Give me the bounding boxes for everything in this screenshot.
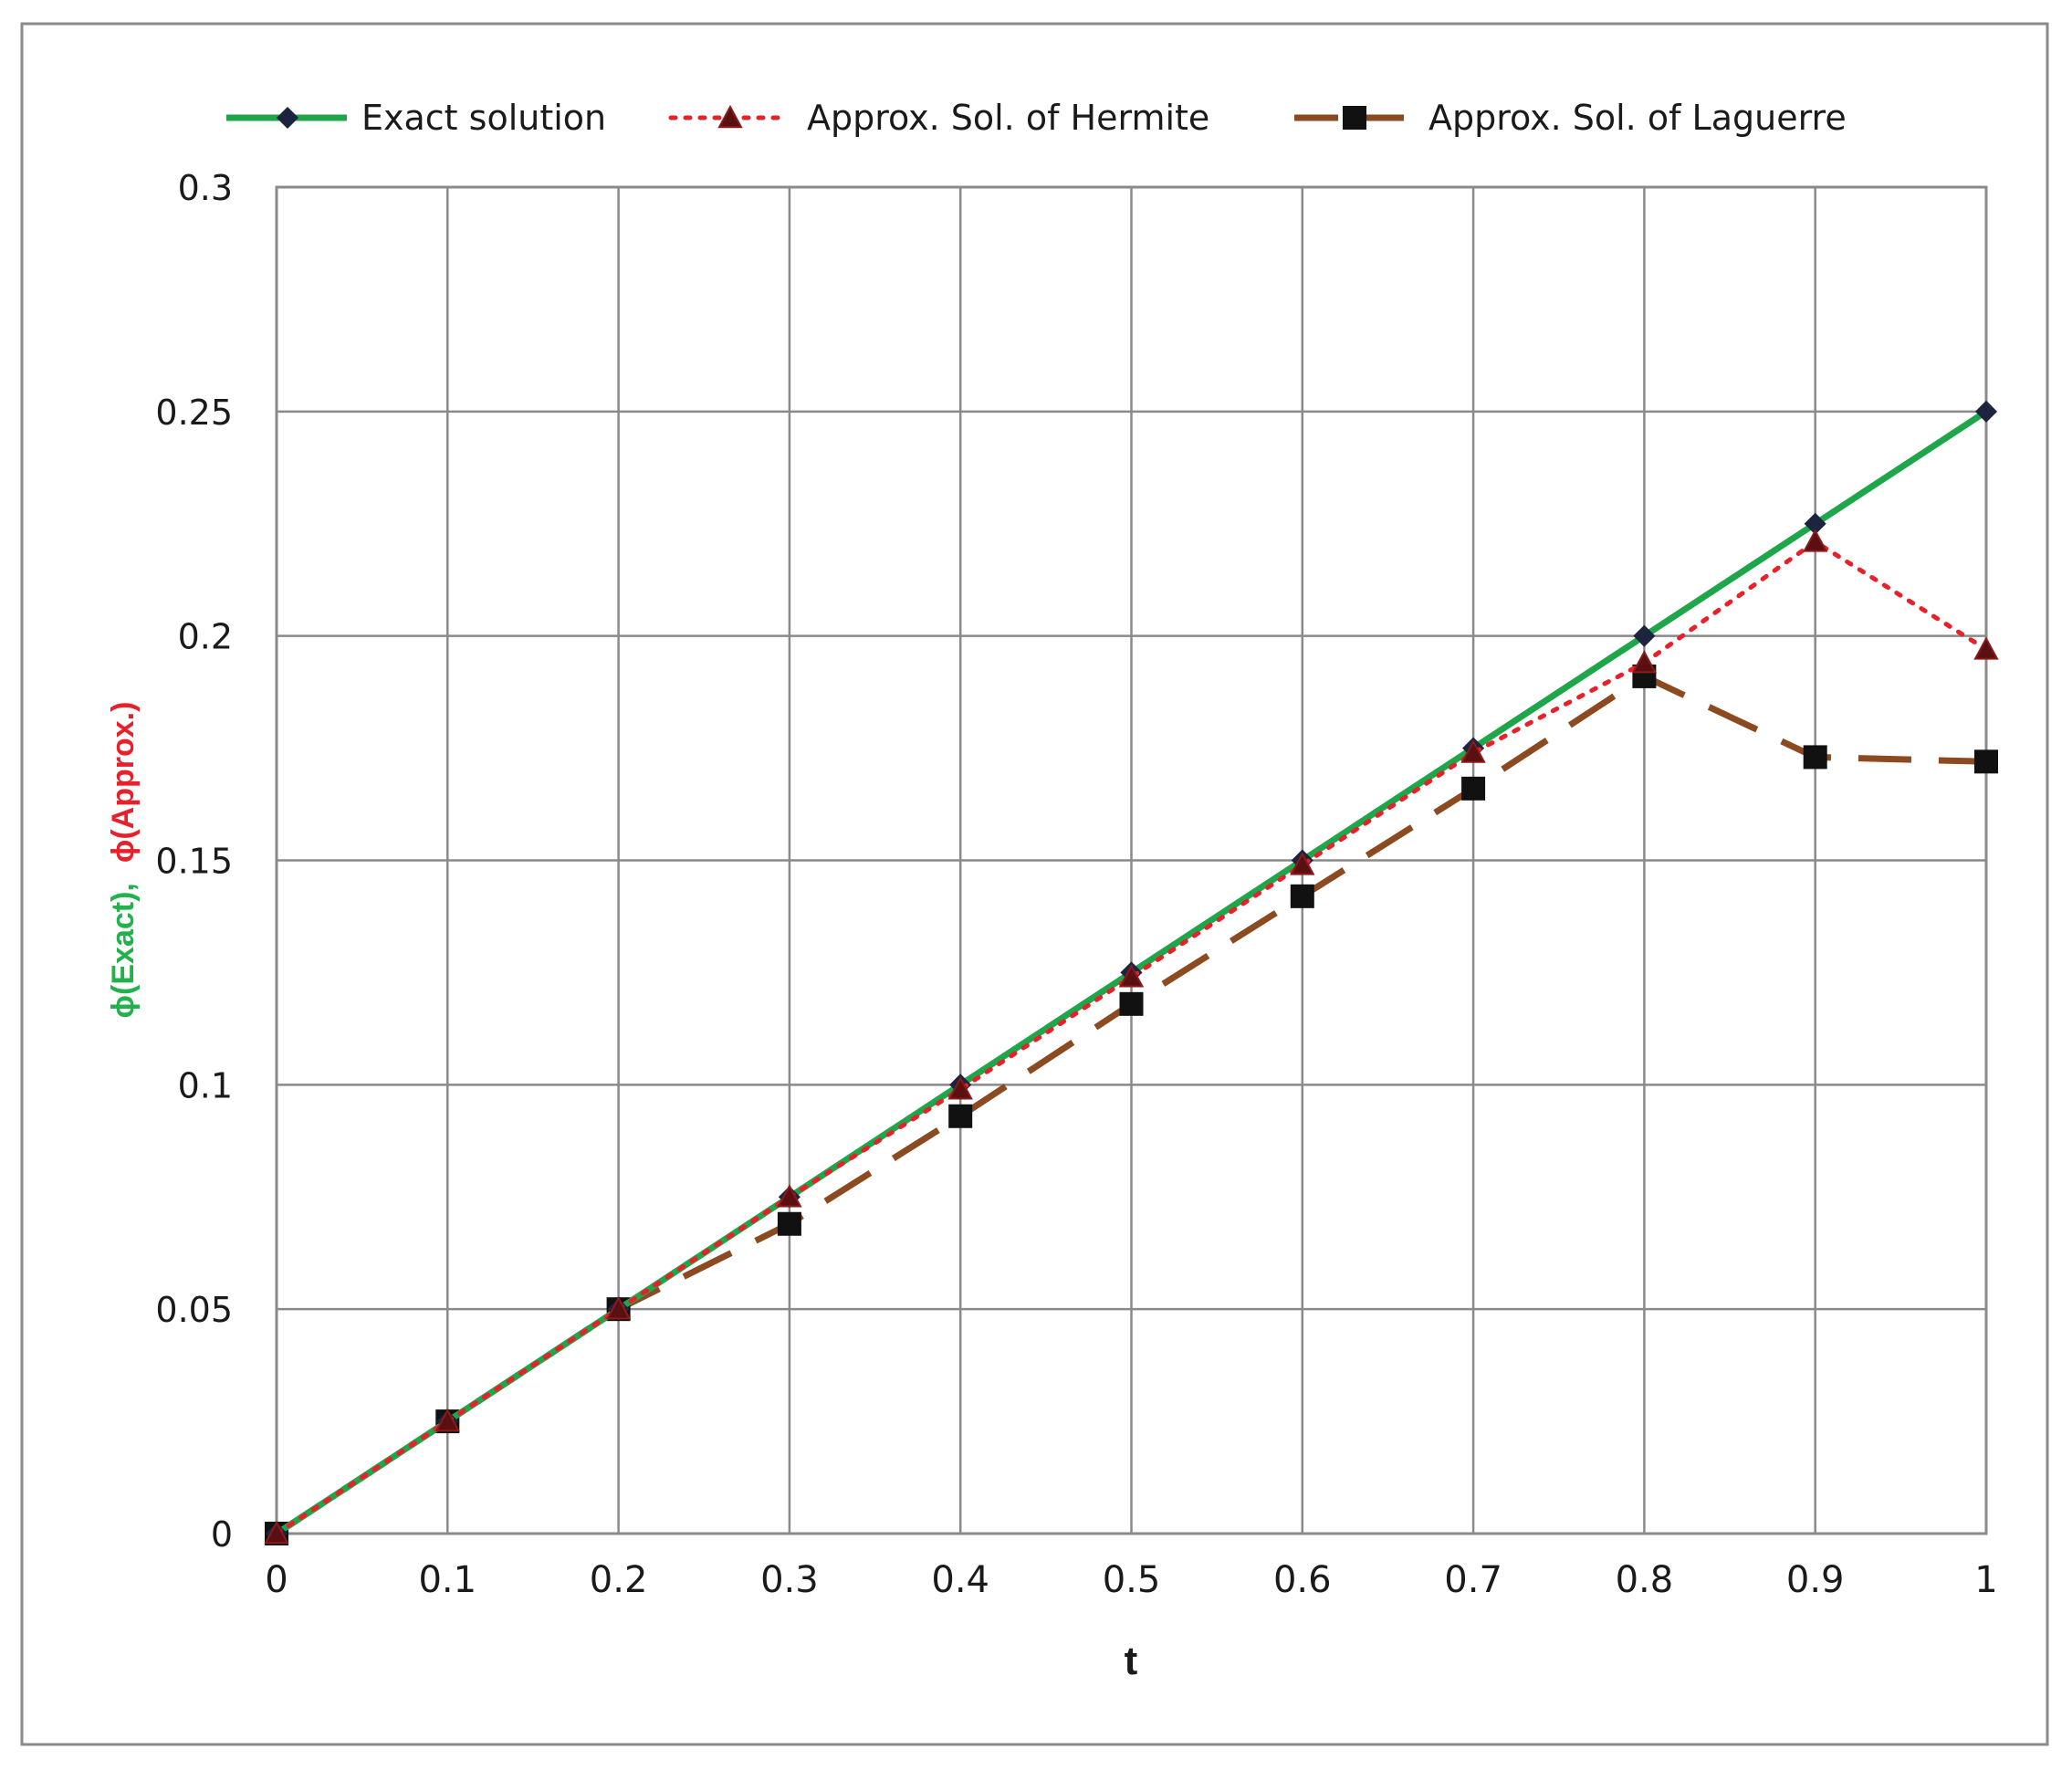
y-tick-label: 0.05 xyxy=(155,1290,233,1330)
y-axis-title-approx: ϕ(Approx.) xyxy=(106,702,141,864)
x-tick-label: 0.4 xyxy=(931,1559,989,1601)
data-point-square xyxy=(1803,745,1827,770)
legend-label: Exact solution xyxy=(361,98,606,138)
data-point-triangle xyxy=(264,1520,289,1545)
x-tick-label: 0 xyxy=(265,1559,288,1601)
y-tick-label: 0.2 xyxy=(178,617,233,657)
data-point-square xyxy=(777,1211,801,1236)
data-point-square xyxy=(1461,776,1486,801)
data-point-triangle xyxy=(1118,964,1145,988)
series-triangle-group xyxy=(264,529,1999,1545)
y-tick-label: 0.15 xyxy=(155,842,233,882)
legend-marker-triangle xyxy=(717,104,743,129)
x-tick-label: 0.3 xyxy=(760,1559,819,1601)
y-axis-tick-labels: 0 0.05 0.1 0.15 0.2 0.25 0.3 xyxy=(155,168,233,1555)
legend-entry: Approx. Sol. of Hermite xyxy=(668,98,1209,138)
data-point-triangle xyxy=(1460,739,1486,763)
x-tick-label: 0.9 xyxy=(1786,1559,1845,1601)
legend-marker-square xyxy=(1343,106,1366,130)
data-point-square xyxy=(948,1104,973,1128)
legend-entry: Exact solution xyxy=(226,98,606,138)
legend-marker-diamond xyxy=(276,106,299,130)
y-axis-title: ϕ(Exact), ϕ(Approx.) xyxy=(106,702,141,1019)
data-point-triangle xyxy=(1973,636,1999,660)
x-tick-label: 0.1 xyxy=(418,1559,476,1601)
legend: Exact solution Approx. Sol. of Hermite App… xyxy=(226,98,1847,138)
x-tick-label: 0.8 xyxy=(1616,1559,1674,1601)
x-tick-label: 0.6 xyxy=(1273,1559,1332,1601)
legend-label: Approx. Sol. of Hermite xyxy=(807,98,1209,138)
x-tick-label: 0.7 xyxy=(1444,1559,1502,1601)
y-tick-label: 0.3 xyxy=(178,168,233,208)
y-tick-label: 0.1 xyxy=(178,1065,233,1105)
data-point-triangle xyxy=(1631,650,1658,674)
data-point-diamond xyxy=(1974,400,1998,423)
x-axis-title: t xyxy=(1125,1639,1138,1683)
chart-outer-frame xyxy=(20,22,2049,1746)
data-point-triangle xyxy=(1290,852,1315,875)
data-point-diamond xyxy=(1633,624,1656,647)
x-axis-tick-labels: 0 0.1 0.2 0.3 0.4 0.5 0.6 0.7 0.8 0.9 1 xyxy=(265,1559,1997,1601)
y-tick-label: 0 xyxy=(211,1514,233,1555)
grid-lines xyxy=(275,185,1988,1535)
legend-label: Approx. Sol. of Laguerre xyxy=(1428,98,1847,138)
data-point-triangle xyxy=(947,1076,973,1100)
x-tick-label: 1 xyxy=(1974,1559,1997,1601)
legend-entry: Approx. Sol. of Laguerre xyxy=(1294,98,1847,138)
series-line xyxy=(274,539,1989,1536)
x-tick-label: 0.5 xyxy=(1103,1559,1161,1601)
y-tick-label: 0.25 xyxy=(155,393,233,433)
y-axis-title-exact: ϕ(Exact), xyxy=(106,883,141,1018)
data-point-triangle xyxy=(1803,529,1828,552)
data-point-triangle xyxy=(777,1184,802,1208)
series-group xyxy=(264,400,1999,1545)
x-tick-label: 0.2 xyxy=(590,1559,648,1601)
data-point-triangle xyxy=(434,1408,460,1432)
data-point-triangle xyxy=(605,1296,632,1320)
data-point-square xyxy=(1119,991,1144,1016)
data-point-square xyxy=(1974,749,1998,774)
data-point-square xyxy=(1290,884,1314,908)
